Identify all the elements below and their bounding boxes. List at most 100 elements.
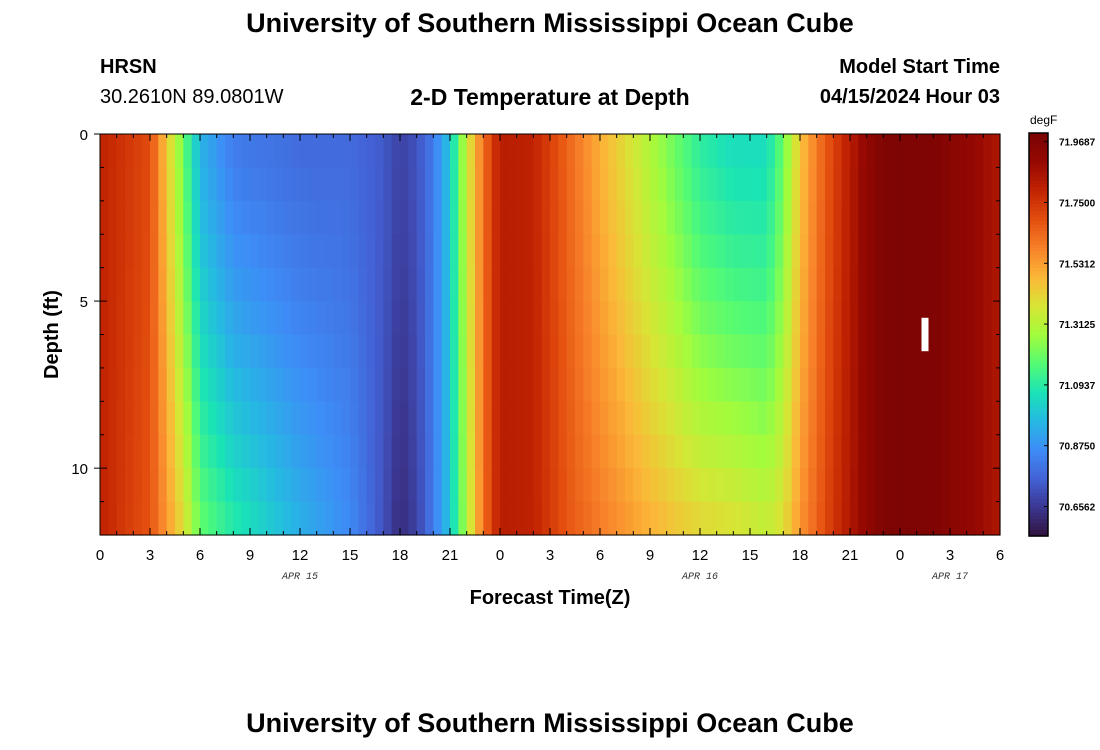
- heatmap-cell: [316, 367, 326, 402]
- heatmap-cell: [241, 267, 251, 302]
- heatmap-cell: [550, 301, 559, 336]
- heatmap-cell: [375, 401, 384, 436]
- heatmap-cell: [600, 301, 609, 336]
- heatmap-cell: [266, 401, 276, 436]
- heatmap-cell: [558, 267, 568, 302]
- colorbar-segment: [1029, 146, 1048, 151]
- heatmap-cell: [525, 200, 534, 235]
- heatmap-cell: [391, 334, 401, 369]
- heatmap-cell: [783, 301, 793, 336]
- heatmap-cell: [458, 401, 468, 436]
- heatmap-cell: [758, 501, 768, 536]
- heatmap-cell: [441, 468, 451, 503]
- heatmap-cell: [600, 134, 609, 169]
- heatmap-cell: [625, 468, 634, 503]
- heatmap-cell: [708, 267, 718, 302]
- heatmap-cell: [766, 301, 776, 336]
- heatmap-cell: [358, 301, 368, 336]
- heatmap-cell: [283, 334, 293, 369]
- heatmap-cell: [666, 167, 676, 202]
- heatmap-cell: [616, 434, 626, 469]
- heatmap-cell: [458, 234, 468, 269]
- heatmap-cell: [350, 200, 359, 235]
- heatmap-cell: [591, 134, 601, 169]
- heatmap-cell: [791, 267, 801, 302]
- colorbar-segment: [1029, 502, 1048, 507]
- heatmap-cell: [558, 301, 568, 336]
- heatmap-cell: [708, 134, 718, 169]
- colorbar-segment: [1029, 371, 1048, 376]
- heatmap-cell: [166, 267, 176, 302]
- heatmap-cell: [991, 334, 1001, 369]
- heatmap-cell: [225, 167, 234, 202]
- heatmap-cell: [833, 401, 843, 436]
- heatmap-cell: [350, 234, 359, 269]
- heatmap-cell: [908, 401, 918, 436]
- heatmap-cell: [925, 167, 934, 202]
- heatmap-cell: [716, 468, 726, 503]
- date-label: APR 15: [281, 572, 318, 583]
- heatmap-cell: [141, 367, 151, 402]
- heatmap-cell: [633, 468, 643, 503]
- heatmap-cell: [891, 367, 901, 402]
- heatmap-cell: [641, 301, 651, 336]
- heatmap-cell: [900, 167, 909, 202]
- colorbar-segment: [1029, 237, 1048, 242]
- heatmap-cell: [891, 434, 901, 469]
- heatmap-cell: [541, 200, 551, 235]
- heatmap-cell: [341, 401, 351, 436]
- heatmap-cell: [950, 134, 959, 169]
- heatmap-cell: [108, 367, 118, 402]
- heatmap-cell: [958, 267, 968, 302]
- heatmap-cell: [508, 468, 518, 503]
- heatmap-cell: [275, 468, 284, 503]
- heatmap-cell: [800, 200, 809, 235]
- heatmap-cell: [891, 501, 901, 536]
- heatmap-cell: [608, 234, 618, 269]
- heatmap-cell: [766, 367, 776, 402]
- colorbar-segment: [1029, 159, 1048, 164]
- heatmap-cell: [683, 167, 693, 202]
- heatmap-cell: [591, 367, 601, 402]
- colorbar-label: 70.6562: [1059, 502, 1096, 513]
- heatmap-cell: [600, 367, 609, 402]
- heatmap-cell: [983, 200, 993, 235]
- heatmap-cell: [483, 301, 493, 336]
- heatmap-cell: [725, 468, 734, 503]
- heatmap-cell: [866, 334, 876, 369]
- heatmap-cell: [150, 167, 159, 202]
- heatmap-cell: [216, 301, 226, 336]
- heatmap-cell: [608, 167, 618, 202]
- heatmap-cell: [850, 167, 859, 202]
- heatmap-cell: [716, 501, 726, 536]
- heatmap-cell: [775, 434, 784, 469]
- heatmap-cell: [925, 434, 934, 469]
- heatmap-cell: [866, 167, 876, 202]
- heatmap-cell: [925, 200, 934, 235]
- heatmap-cell: [883, 301, 893, 336]
- heatmap-cell: [600, 234, 609, 269]
- heatmap-cell: [208, 267, 218, 302]
- heatmap-cell: [791, 367, 801, 402]
- heatmap-cell: [941, 501, 951, 536]
- heatmap-cell: [208, 234, 218, 269]
- heatmap-cell: [325, 367, 334, 402]
- heatmap-cell: [100, 200, 109, 235]
- heatmap-cell: [150, 401, 159, 436]
- heatmap-cell: [416, 267, 426, 302]
- heatmap-cell: [258, 301, 268, 336]
- heatmap-cell: [300, 167, 309, 202]
- heatmap-cell: [325, 434, 334, 469]
- heatmap-cell: [733, 468, 743, 503]
- heatmap-cell: [533, 367, 543, 402]
- heatmap-cell: [691, 267, 701, 302]
- heatmap-cell: [666, 301, 676, 336]
- heatmap-cell: [625, 401, 634, 436]
- heatmap-cell: [350, 134, 359, 169]
- heatmap-cell: [741, 501, 751, 536]
- heatmap-cell: [350, 367, 359, 402]
- heatmap-cell: [308, 501, 318, 536]
- heatmap-cell: [991, 134, 1001, 169]
- heatmap-cell: [691, 468, 701, 503]
- heatmap-cell: [933, 367, 943, 402]
